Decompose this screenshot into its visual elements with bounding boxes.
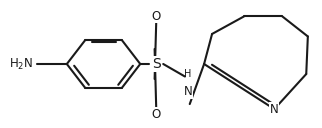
Text: O: O	[152, 10, 161, 23]
Text: H$_2$N: H$_2$N	[9, 56, 33, 72]
Text: N: N	[270, 103, 279, 116]
Text: S: S	[152, 57, 161, 71]
Text: H: H	[185, 69, 192, 79]
Text: N: N	[184, 85, 193, 98]
Text: O: O	[152, 108, 161, 121]
